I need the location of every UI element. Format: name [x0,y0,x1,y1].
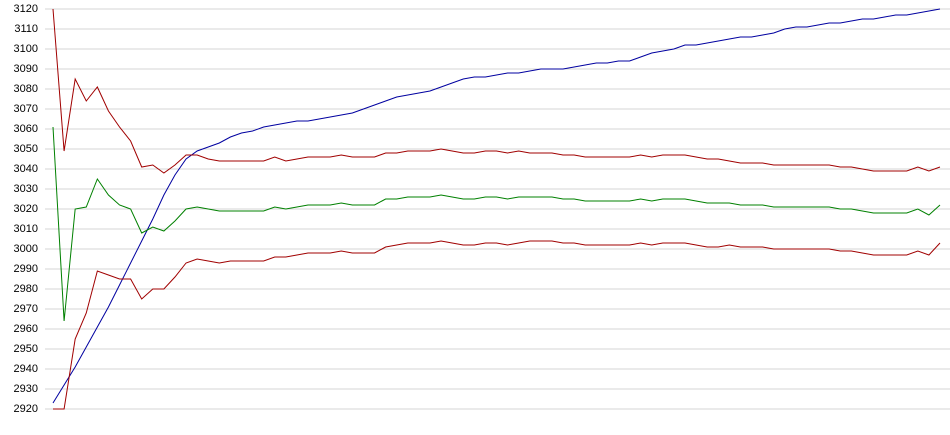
series-line [52,8,941,404]
y-tick-label: 2960 [14,323,38,335]
y-tick-label: 3100 [14,43,38,55]
series-line [53,240,941,410]
y-tick-label: 3120 [14,3,38,15]
y-tick-label: 2950 [14,343,38,355]
y-tick-label: 3070 [14,103,38,115]
y-tick-label: 3110 [14,23,38,35]
y-tick-label: 2940 [14,363,38,375]
y-tick-label: 3090 [14,63,38,75]
y-tick-label: 2930 [14,383,38,395]
y-tick-label: 2990 [14,263,38,275]
y-tick-label: 3080 [14,83,38,95]
y-tick-label: 3010 [14,223,38,235]
series-line [52,126,941,322]
y-tick-label: 3030 [14,183,38,195]
y-tick-label: 3050 [14,143,38,155]
y-tick-label: 3020 [14,203,38,215]
y-tick-label: 2970 [14,303,38,315]
series-line [52,8,941,174]
y-tick-label: 2980 [14,283,38,295]
y-tick-label: 2920 [14,403,38,415]
y-tick-label: 3040 [14,163,38,175]
y-tick-label: 3060 [14,123,38,135]
y-tick-label: 3000 [14,243,38,255]
